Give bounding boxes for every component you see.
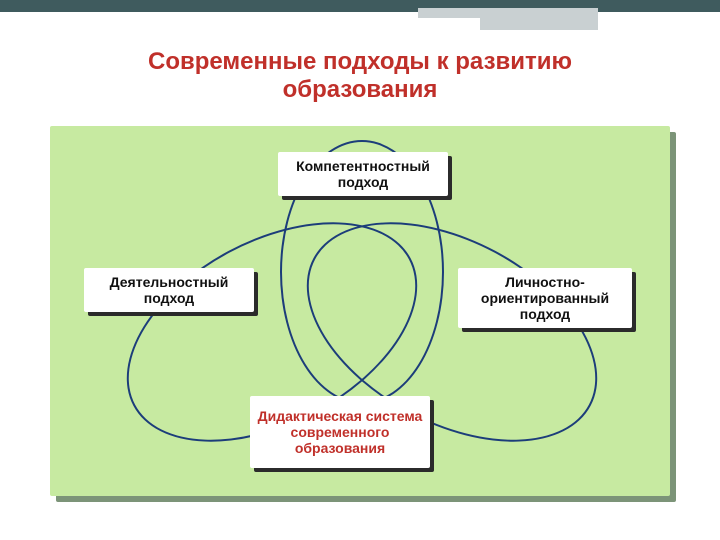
box-competency: Компетентностный подход	[278, 152, 448, 196]
decor-strip-dark	[0, 0, 720, 12]
box-activity: Деятельностный подход	[84, 268, 254, 312]
box-didactic-system: Дидактическая система современного образ…	[250, 396, 430, 468]
box-personal: Личностно-ориентированный подход	[458, 268, 632, 328]
slide: Современные подходы к развитию образован…	[0, 0, 720, 540]
decor-strip-white	[370, 18, 480, 34]
slide-title: Современные подходы к развитию образован…	[80, 48, 640, 104]
